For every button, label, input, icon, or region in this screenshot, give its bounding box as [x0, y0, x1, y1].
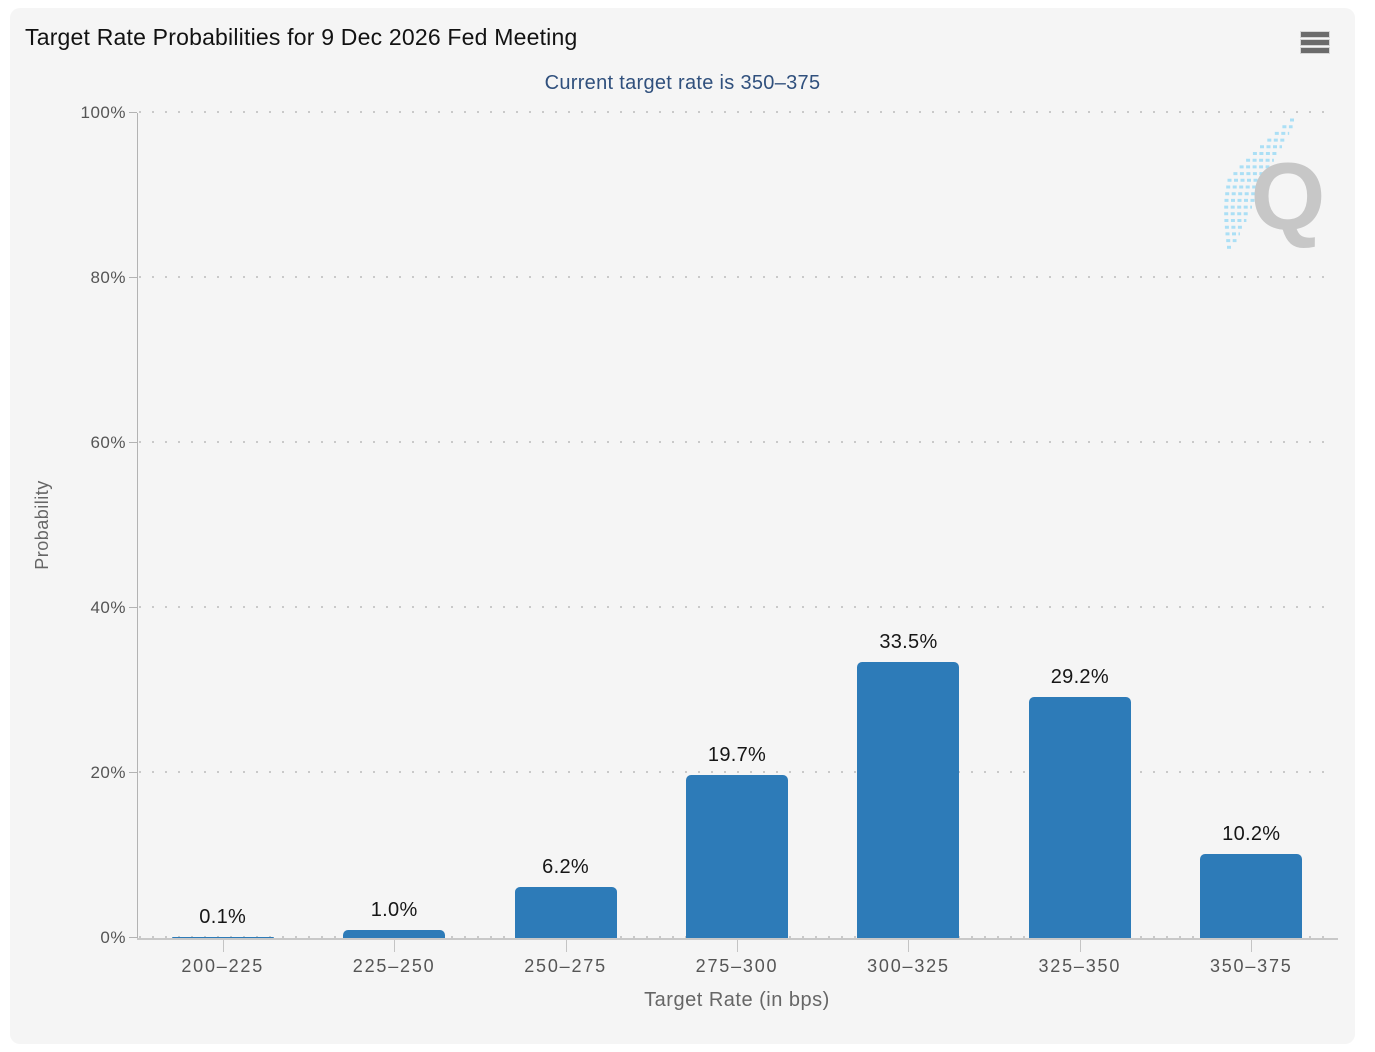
y-axis-title: Probability	[32, 480, 52, 570]
y-axis-tick	[129, 607, 137, 608]
probability-bar[interactable]	[171, 937, 274, 938]
chart-subtitle: Current target rate is 350–375	[544, 72, 821, 94]
probability-bar[interactable]	[1200, 854, 1303, 938]
bar-value-label: 6.2%	[542, 856, 589, 878]
probability-bar[interactable]	[686, 775, 788, 938]
y-axis-tick	[129, 442, 137, 443]
bar-value-label: 33.5%	[879, 631, 938, 653]
x-axis-category-label: 300–325	[867, 956, 950, 976]
logo-lightning-streak-icon	[1224, 118, 1296, 249]
bar-value-label: 19.7%	[707, 744, 767, 766]
x-axis-tick	[394, 940, 396, 952]
y-axis-tick-label: 40%	[90, 598, 126, 617]
x-axis-category-label: 325–350	[1038, 956, 1122, 976]
y-axis-tick-label: 20%	[90, 763, 126, 782]
probability-bar[interactable]	[514, 887, 617, 938]
chart-card: Target Rate Probabilities for 9 Dec 2026…	[10, 8, 1355, 1044]
probability-bar[interactable]	[343, 930, 446, 938]
hamburger-bar-icon	[1301, 40, 1329, 45]
bar-value-label: 10.2%	[1222, 823, 1281, 845]
hamburger-menu-button[interactable]	[1301, 32, 1329, 56]
x-axis-line	[137, 938, 1338, 940]
chart-title: Target Rate Probabilities for 9 Dec 2026…	[25, 24, 578, 50]
x-axis-tick	[737, 940, 738, 952]
x-axis-category-label: 350–375	[1209, 956, 1293, 976]
y-axis-tick	[129, 772, 137, 773]
logo-q-letter-icon: Q	[1251, 143, 1326, 250]
bar-value-label: 1.0%	[370, 899, 418, 921]
y-axis-tick-label: 60%	[90, 433, 126, 452]
x-axis-category-label: 250–275	[524, 956, 607, 976]
y-axis-tick	[129, 277, 137, 278]
x-axis-category-label: 200–225	[181, 956, 265, 976]
gridline	[139, 441, 1335, 443]
y-axis-tick-label: 100%	[80, 103, 126, 122]
x-axis-tick	[222, 940, 224, 952]
hamburger-bar-icon	[1301, 48, 1329, 53]
x-axis-tick	[565, 940, 567, 952]
x-axis-tick	[1079, 940, 1081, 952]
x-axis-tick	[908, 940, 910, 952]
gridline	[139, 276, 1335, 278]
y-axis-tick	[129, 937, 137, 938]
quikstrike-logo-watermark: Q	[1224, 118, 1326, 250]
hamburger-bar-icon	[1301, 32, 1329, 37]
y-axis-tick-label: 80%	[90, 268, 126, 287]
bar-value-label: 29.2%	[1050, 666, 1109, 688]
gridline	[139, 606, 1335, 608]
y-axis-line	[137, 113, 138, 940]
y-axis-tick-label: 0%	[100, 928, 126, 947]
plot-area: Q 0% 20% 40% 60% 80% 100% 0.1% 1.0% 6.2% 19.7% 33…	[32, 103, 1338, 1011]
bar-value-label: 0.1%	[199, 906, 247, 928]
probability-bar[interactable]	[857, 662, 960, 938]
y-axis-tick	[129, 112, 137, 113]
x-axis-category-label: 275–300	[695, 956, 779, 976]
probability-bar[interactable]	[1028, 697, 1131, 938]
gridline	[139, 111, 1335, 113]
gridline	[139, 771, 1335, 773]
x-axis-category-label: 225–250	[352, 956, 436, 976]
x-axis-tick	[1251, 940, 1253, 952]
x-axis-title: Target Rate (in bps)	[644, 989, 830, 1011]
